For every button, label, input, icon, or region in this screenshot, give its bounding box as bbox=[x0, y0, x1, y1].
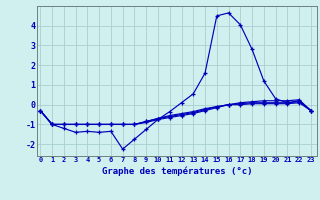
X-axis label: Graphe des températures (°c): Graphe des températures (°c) bbox=[101, 166, 252, 176]
